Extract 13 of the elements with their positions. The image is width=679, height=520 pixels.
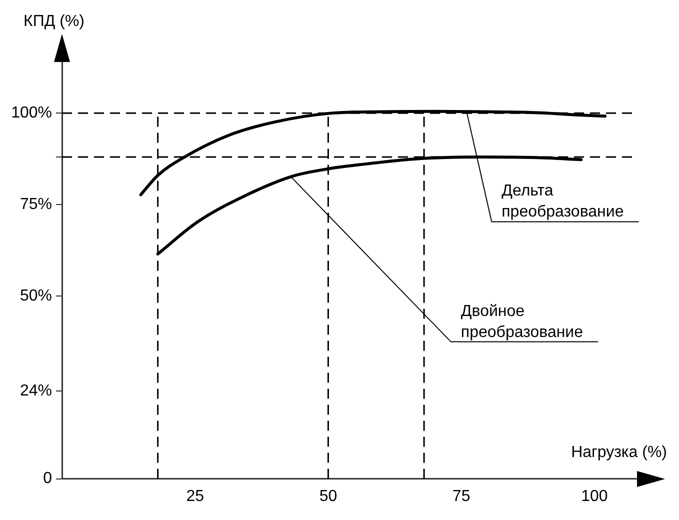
y-tick-label: 0 (43, 470, 52, 488)
y-tick-label: 50% (20, 287, 52, 304)
x-tick-label: 75 (452, 488, 470, 505)
y-tick-label: 75% (20, 196, 52, 213)
annotation: Двойное преобразование (460, 302, 584, 341)
x-tick-label: 50 (319, 488, 338, 505)
x-tick-label: 25 (186, 488, 204, 505)
y-tick-label: 24% (20, 382, 52, 400)
x-tick-label: 100 (581, 488, 608, 505)
y-tick-label: 100% (11, 104, 52, 122)
annotation: Дельта преобразование (502, 182, 624, 221)
y-axis-title: КПД (%) (24, 13, 84, 30)
x-axis-title: Нагрузка (%) (571, 444, 667, 461)
